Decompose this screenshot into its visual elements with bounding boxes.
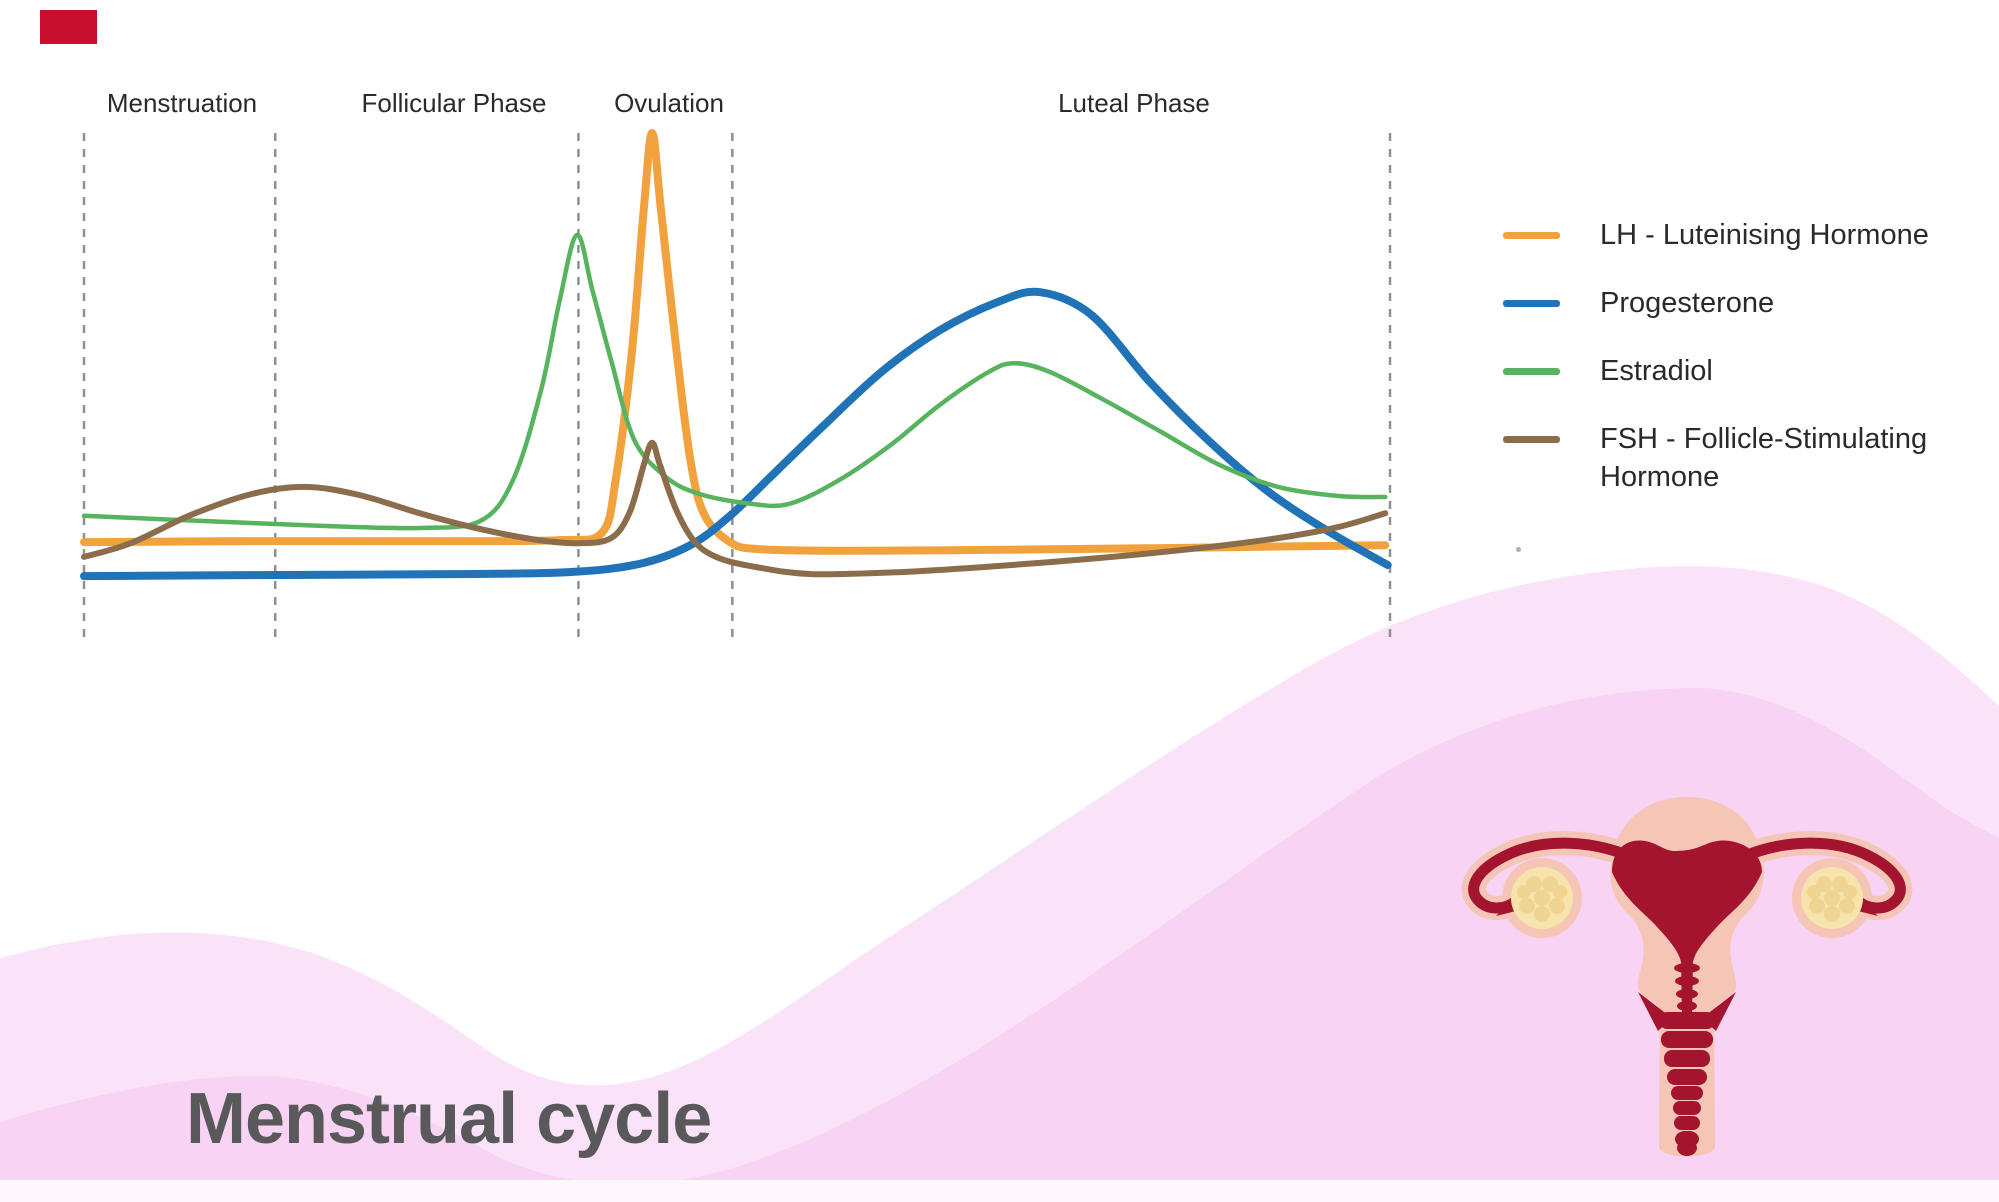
canal-rib bbox=[1676, 989, 1698, 999]
cervix-segment bbox=[1664, 1050, 1710, 1067]
curve-estradiol bbox=[81, 232, 1388, 531]
page-title: Menstrual cycle bbox=[186, 1079, 712, 1159]
vaginal-segment bbox=[1674, 1116, 1700, 1130]
ovary-right bbox=[1801, 867, 1863, 929]
phase-label-follicular: Follicular Phase bbox=[361, 88, 547, 118]
canal-rib bbox=[1674, 963, 1700, 973]
cervix-segment bbox=[1661, 1031, 1713, 1048]
vaginal-segment bbox=[1671, 1086, 1703, 1100]
hormone-chart bbox=[80, 129, 1392, 640]
legend-label-estradiol: Estradiol bbox=[1600, 355, 1713, 387]
phase-label-ovulation: Ovulation bbox=[614, 88, 724, 118]
curve-progesterone bbox=[80, 287, 1392, 581]
phase-label-luteal: Luteal Phase bbox=[1058, 88, 1210, 118]
ovary-left bbox=[1511, 867, 1573, 929]
legend: LH - Luteinising Hormone Progesterone Es… bbox=[1503, 216, 1999, 526]
legend-swatch-fsh bbox=[1503, 436, 1560, 443]
canal-rib bbox=[1675, 976, 1699, 986]
fallopian-tube-left bbox=[1468, 837, 1648, 914]
hormone-curves bbox=[80, 129, 1392, 581]
uterus-illustration bbox=[1461, 797, 1913, 1157]
legend-label-lh: LH - Luteinising Hormone bbox=[1600, 219, 1929, 251]
legend-item-fsh: FSH - Follicle-Stimulating Hormone bbox=[1503, 420, 1999, 496]
legend-swatch-progesterone bbox=[1503, 300, 1560, 307]
vaginal-tip bbox=[1677, 1140, 1697, 1156]
cervix-segment bbox=[1667, 1069, 1707, 1085]
canal-rib bbox=[1677, 1001, 1697, 1011]
bottom-strip bbox=[0, 1180, 1999, 1202]
legend-label-fsh: FSH - Follicle-Stimulating Hormone bbox=[1600, 423, 1928, 493]
legend-item-progesterone: Progesterone bbox=[1503, 284, 1999, 322]
legend-swatch-estradiol bbox=[1503, 368, 1560, 375]
pink-waves bbox=[0, 566, 1999, 1202]
legend-swatch-lh bbox=[1503, 232, 1560, 239]
legend-item-lh: LH - Luteinising Hormone bbox=[1503, 216, 1999, 254]
fallopian-tube-right bbox=[1726, 837, 1906, 914]
legend-label-progesterone: Progesterone bbox=[1600, 287, 1775, 319]
cervix-segment bbox=[1659, 1012, 1715, 1029]
phase-label-menstruation: Menstruation bbox=[106, 88, 258, 118]
red-marker bbox=[40, 10, 97, 44]
gray-speck bbox=[1516, 547, 1521, 552]
vaginal-segment bbox=[1673, 1101, 1701, 1115]
curve-fsh bbox=[81, 439, 1389, 578]
pink-wave-front bbox=[0, 687, 1999, 1202]
legend-item-estradiol: Estradiol bbox=[1503, 352, 1999, 390]
uterine-cavity bbox=[1612, 840, 1762, 962]
